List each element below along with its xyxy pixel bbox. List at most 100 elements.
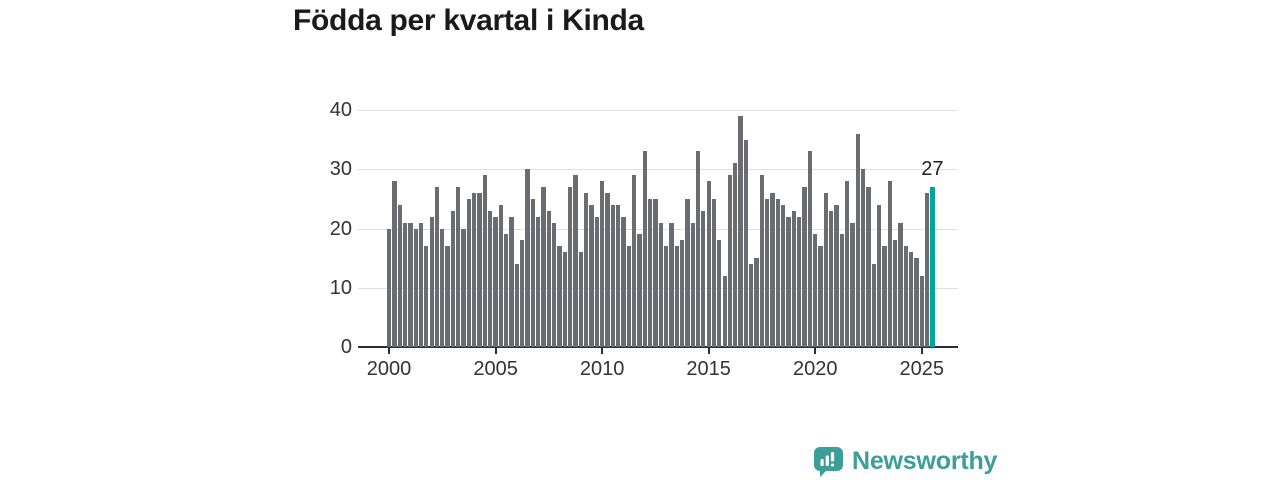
bar-quarter-76[interactable]: [791, 210, 797, 347]
bar-quarter-84[interactable]: [834, 204, 839, 347]
bar-quarter-77[interactable]: [797, 216, 802, 347]
bar-quarter-81[interactable]: [818, 246, 823, 347]
bar-quarter-83[interactable]: [829, 210, 834, 347]
bar-quarter-7[interactable]: [424, 246, 429, 347]
bar-quarter-8[interactable]: [429, 216, 434, 347]
bar-quarter-27[interactable]: [530, 198, 536, 347]
bar-quarter-31[interactable]: [552, 222, 557, 347]
bar-quarter-101[interactable]: [924, 192, 930, 347]
bar-quarter-25[interactable]: [520, 240, 525, 347]
bar-quarter-45[interactable]: [626, 246, 631, 347]
bar-quarter-92[interactable]: [876, 204, 882, 347]
bar-quarter-3[interactable]: [402, 222, 408, 347]
bar-quarter-19[interactable]: [488, 210, 493, 347]
bar-quarter-86[interactable]: [845, 181, 850, 347]
bar-quarter-9[interactable]: [434, 187, 440, 347]
bar-quarter-58[interactable]: [695, 151, 701, 347]
bar-quarter-69[interactable]: [754, 258, 759, 347]
bar-quarter-6[interactable]: [418, 222, 424, 347]
bar-quarter-55[interactable]: [679, 240, 685, 347]
bar-quarter-35[interactable]: [573, 175, 578, 347]
bar-quarter-75[interactable]: [786, 216, 791, 347]
bar-quarter-49[interactable]: [647, 198, 653, 347]
bar-quarter-73[interactable]: [775, 198, 781, 347]
bar-quarter-47[interactable]: [637, 234, 642, 347]
bar-quarter-56[interactable]: [685, 198, 690, 347]
bar-quarter-42[interactable]: [610, 204, 615, 347]
bar-quarter-24[interactable]: [514, 264, 520, 347]
bar-quarter-95[interactable]: [892, 240, 898, 347]
bar-quarter-64[interactable]: [727, 175, 733, 347]
bar-quarter-34[interactable]: [568, 187, 573, 347]
bar-quarter-11[interactable]: [445, 246, 450, 347]
bar-quarter-67[interactable]: [743, 139, 749, 347]
bar-quarter-10[interactable]: [440, 228, 445, 347]
bar-quarter-59[interactable]: [701, 210, 706, 347]
bar-quarter-15[interactable]: [466, 198, 472, 347]
bar-quarter-5[interactable]: [413, 228, 418, 347]
bar-quarter-26[interactable]: [525, 169, 530, 347]
bar-quarter-29[interactable]: [541, 187, 546, 347]
bar-quarter-96[interactable]: [898, 222, 903, 347]
bar-quarter-72[interactable]: [770, 192, 775, 347]
bar-quarter-102[interactable]: [930, 187, 935, 347]
bar-quarter-89[interactable]: [861, 169, 866, 347]
bar-quarter-44[interactable]: [621, 216, 626, 347]
bar-quarter-30[interactable]: [546, 210, 551, 347]
bar-quarter-37[interactable]: [583, 192, 589, 347]
bar-quarter-94[interactable]: [887, 181, 892, 347]
bar-quarter-18[interactable]: [482, 175, 488, 347]
bar-quarter-43[interactable]: [615, 204, 621, 347]
bar-quarter-79[interactable]: [807, 151, 813, 347]
bar-quarter-12[interactable]: [450, 210, 456, 347]
bar-quarter-50[interactable]: [653, 198, 658, 347]
bar-quarter-39[interactable]: [594, 216, 599, 347]
bar-quarter-4[interactable]: [408, 222, 413, 347]
bar-quarter-41[interactable]: [605, 192, 610, 347]
brand-logo[interactable]: Newsworthy: [813, 446, 997, 477]
bar-quarter-23[interactable]: [509, 216, 514, 347]
bar-quarter-46[interactable]: [631, 175, 637, 347]
bar-quarter-85[interactable]: [839, 234, 844, 347]
bar-quarter-52[interactable]: [663, 246, 669, 347]
bar-quarter-99[interactable]: [914, 258, 919, 347]
bar-quarter-53[interactable]: [669, 222, 674, 347]
bar-quarter-88[interactable]: [855, 133, 860, 347]
bar-quarter-98[interactable]: [908, 252, 914, 347]
bar-quarter-60[interactable]: [706, 181, 711, 347]
bar-quarter-90[interactable]: [866, 187, 871, 347]
bar-quarter-21[interactable]: [498, 204, 504, 347]
bar-quarter-33[interactable]: [562, 252, 567, 347]
bar-quarter-78[interactable]: [802, 187, 807, 347]
bar-quarter-80[interactable]: [813, 234, 818, 347]
bar-quarter-57[interactable]: [690, 222, 695, 347]
bar-quarter-32[interactable]: [557, 246, 562, 347]
bar-quarter-91[interactable]: [871, 264, 876, 347]
bar-quarter-65[interactable]: [733, 163, 738, 347]
bar-quarter-0[interactable]: [386, 228, 392, 347]
bar-quarter-63[interactable]: [722, 275, 727, 347]
bar-quarter-93[interactable]: [882, 246, 887, 347]
bar-quarter-22[interactable]: [504, 234, 509, 347]
bar-quarter-87[interactable]: [850, 222, 855, 347]
bar-quarter-17[interactable]: [477, 192, 482, 347]
bar-quarter-14[interactable]: [461, 228, 466, 347]
bar-quarter-70[interactable]: [759, 175, 765, 347]
bar-quarter-71[interactable]: [765, 198, 770, 347]
bar-quarter-2[interactable]: [397, 204, 402, 347]
bar-quarter-48[interactable]: [642, 151, 647, 347]
bar-quarter-16[interactable]: [472, 192, 477, 347]
bar-quarter-40[interactable]: [599, 181, 605, 347]
bar-quarter-74[interactable]: [781, 204, 786, 347]
bar-quarter-28[interactable]: [536, 216, 541, 347]
bar-quarter-54[interactable]: [674, 246, 679, 347]
bar-quarter-51[interactable]: [658, 222, 663, 347]
bar-quarter-66[interactable]: [738, 115, 743, 347]
bar-quarter-20[interactable]: [493, 216, 498, 347]
bar-quarter-13[interactable]: [456, 187, 461, 347]
bar-quarter-1[interactable]: [392, 181, 397, 347]
bar-quarter-100[interactable]: [919, 275, 924, 347]
bar-quarter-97[interactable]: [903, 246, 908, 347]
bar-quarter-82[interactable]: [823, 192, 828, 347]
bar-quarter-68[interactable]: [749, 264, 754, 347]
